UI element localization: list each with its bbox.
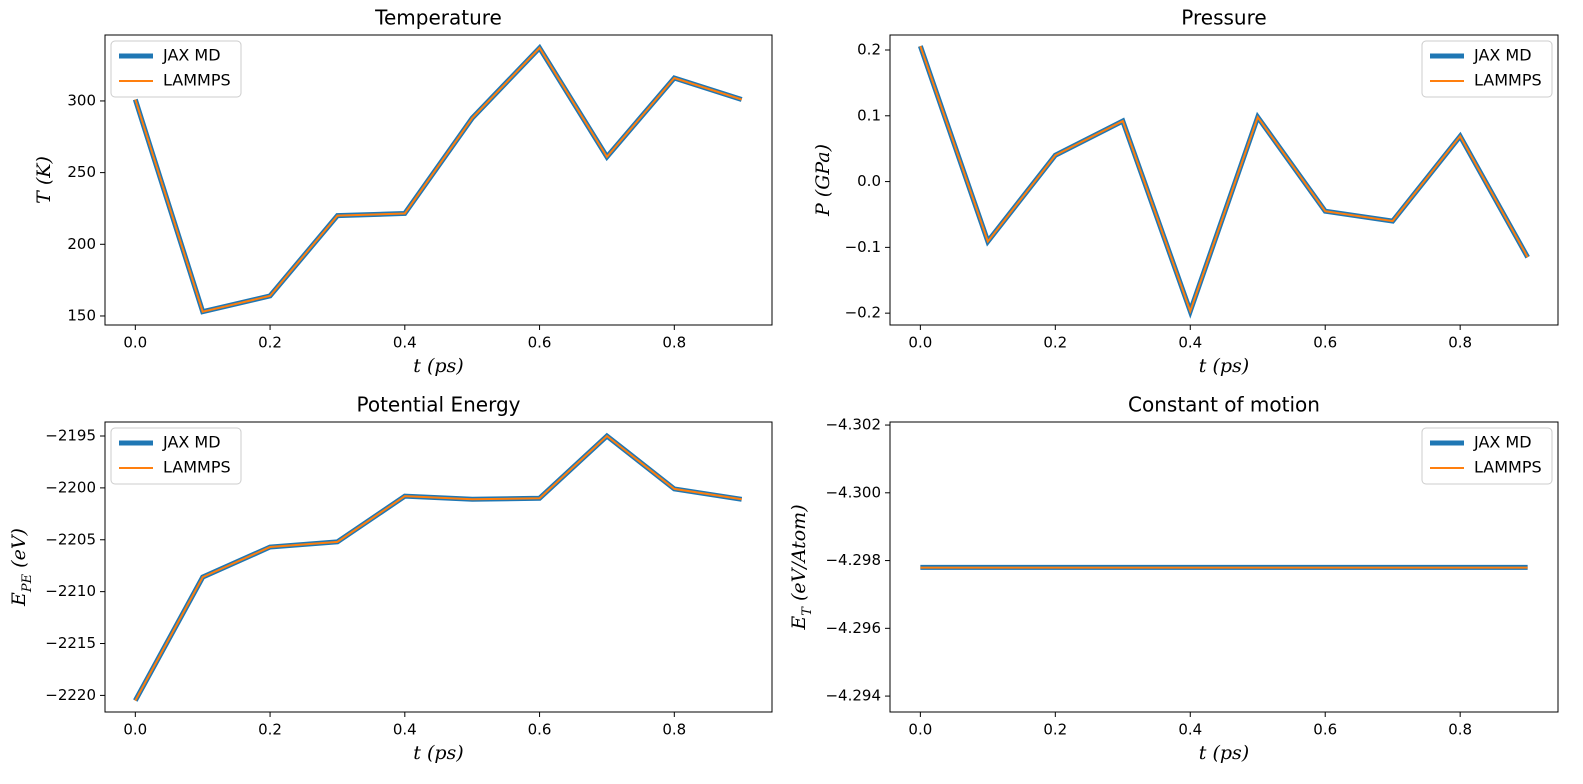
legend-label: JAX MD: [1473, 433, 1532, 452]
axes-frame: [889, 34, 1559, 326]
y-tick-label: −2195: [45, 427, 96, 445]
x-tick-label: 0.6: [1313, 334, 1337, 352]
y-tick-label: −2200: [45, 478, 96, 496]
y-axis-label-part: E: [8, 592, 30, 607]
x-axis-label: t (ps): [1199, 355, 1249, 377]
y-axis-label: T (K): [33, 156, 55, 204]
y-axis-label-part: T: [800, 606, 815, 616]
y-tick-label: −0.2: [845, 304, 881, 322]
legend-label: LAMMPS: [1474, 71, 1542, 90]
y-tick-label: 0.0: [857, 172, 881, 190]
x-tick-label: 0.6: [528, 721, 552, 739]
x-tick-label: 0.8: [1448, 721, 1472, 739]
y-axis-label-part: P (GPa): [812, 144, 834, 217]
x-axis-label: t (ps): [413, 355, 463, 377]
x-tick-label: 0.0: [908, 721, 932, 739]
legend: JAX MD LAMMPS: [1421, 427, 1553, 485]
x-tick-label: 0.4: [393, 721, 417, 739]
y-axis-label: P (GPa): [812, 144, 834, 217]
x-tick-label: 0.6: [528, 334, 552, 352]
x-tick-label: 0.8: [1448, 334, 1472, 352]
y-tick-label: −4.302: [825, 416, 881, 434]
x-tick-label: 0.2: [258, 721, 282, 739]
y-tick-label: −4.294: [825, 687, 881, 705]
series-line: [134, 46, 742, 313]
x-tick-label: 0.4: [1178, 721, 1202, 739]
x-tick-label: 0.0: [123, 334, 147, 352]
x-tick-label: 0.2: [1043, 721, 1067, 739]
axes-frame: [104, 421, 773, 713]
y-axis-label-part: T (K): [33, 156, 55, 204]
y-tick-label: 0.2: [857, 41, 881, 59]
x-tick-label: 0.4: [393, 334, 417, 352]
y-tick-label: −0.1: [845, 238, 881, 256]
chart-panel: Temperature 0.0 0.2 0.4 0.6 0.8 150 200 250 300 t …: [33, 6, 773, 377]
chart-title: Potential Energy: [357, 393, 521, 417]
x-tick-label: 0.8: [662, 721, 686, 739]
x-axis-label: t (ps): [413, 742, 463, 764]
y-axis-label: ET (eV/Atom): [788, 504, 815, 630]
axes-frame: [104, 34, 773, 326]
legend-label: JAX MD: [162, 46, 221, 65]
y-tick-label: 150: [67, 306, 96, 324]
y-tick-label: −4.298: [825, 551, 881, 569]
legend-label: LAMMPS: [163, 458, 231, 477]
chart-panel: Constant of motion 0.0 0.2 0.4 0.6 0.8 −4.302 −…: [788, 393, 1559, 764]
y-tick-label: −2210: [45, 582, 96, 600]
x-tick-label: 0.0: [908, 334, 932, 352]
y-tick-label: 200: [67, 235, 96, 253]
legend-label: JAX MD: [1473, 46, 1532, 65]
x-tick-label: 0.2: [1043, 334, 1067, 352]
chart-panel: Pressure 0.0 0.2 0.4 0.6 0.8 −0.2 −0.1 0.0 0.1 0.2…: [812, 6, 1559, 377]
legend: JAX MD LAMMPS: [1421, 40, 1553, 98]
legend-label: LAMMPS: [163, 71, 231, 90]
y-axis-label-part: E: [788, 616, 810, 631]
x-tick-label: 0.4: [1178, 334, 1202, 352]
y-tick-label: 300: [67, 91, 96, 109]
chart-panel: Potential Energy 0.0 0.2 0.4 0.6 0.8 −2220 −221…: [8, 393, 773, 764]
y-tick-label: 0.1: [857, 106, 881, 124]
x-tick-label: 0.2: [258, 334, 282, 352]
y-tick-label: 250: [67, 163, 96, 181]
legend: JAX MD LAMMPS: [110, 427, 242, 485]
y-axis-label: EPE (eV): [8, 528, 35, 607]
y-tick-label: −2220: [45, 686, 96, 704]
chart-title: Constant of motion: [1128, 393, 1320, 417]
y-tick-label: −4.296: [825, 619, 881, 637]
x-tick-label: 0.6: [1313, 721, 1337, 739]
y-tick-label: −2215: [45, 634, 96, 652]
x-tick-label: 0.8: [662, 334, 686, 352]
axes-frame: [889, 421, 1559, 713]
series-line: [919, 45, 1529, 315]
y-axis-label-part: PE: [20, 573, 35, 593]
series-line: [134, 434, 742, 702]
y-tick-label: −2205: [45, 530, 96, 548]
legend-label: LAMMPS: [1474, 458, 1542, 477]
chart-title: Temperature: [374, 6, 502, 30]
y-axis-label-part: (eV/Atom): [788, 504, 810, 607]
y-axis-label-part: (eV): [8, 528, 30, 574]
legend: JAX MD LAMMPS: [110, 40, 242, 98]
x-tick-label: 0.0: [123, 721, 147, 739]
chart-title: Pressure: [1181, 6, 1266, 30]
legend-label: JAX MD: [162, 433, 221, 452]
x-axis-label: t (ps): [1199, 742, 1249, 764]
y-tick-label: −4.300: [825, 483, 881, 501]
